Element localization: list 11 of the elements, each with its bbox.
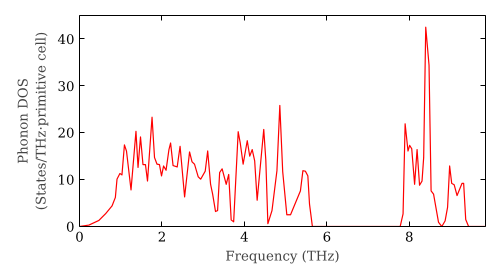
y-tick-label: 40 xyxy=(58,32,75,48)
y-tick-label: 20 xyxy=(58,126,75,142)
x-axis-title: Frequency (THz) xyxy=(225,250,340,264)
y-axis-title: Phonon DOS (States/THz·primitive cell) xyxy=(16,32,50,210)
x-tick-label: 6 xyxy=(322,230,332,246)
x-tick-label: 4 xyxy=(240,230,249,246)
y-tick-label: 30 xyxy=(58,80,75,95)
y-tick-label: 10 xyxy=(58,174,75,189)
y-tick-label: 0 xyxy=(66,220,75,236)
x-tick-label: 8 xyxy=(405,230,414,246)
x-tick-label: 2 xyxy=(158,230,166,246)
